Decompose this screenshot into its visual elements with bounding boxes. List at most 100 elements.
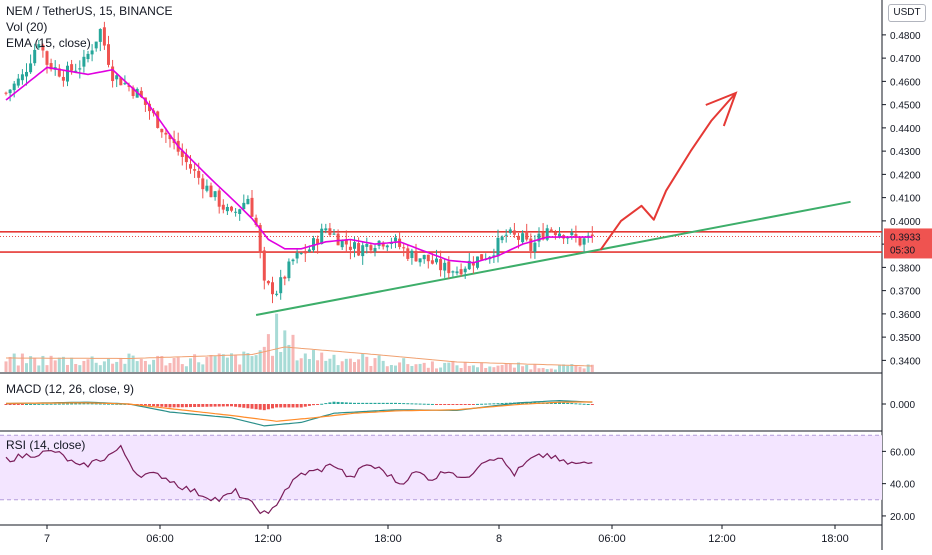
volume-bar (74, 364, 78, 372)
candle-body (426, 254, 430, 262)
candle-body (41, 44, 45, 51)
candle-body (324, 228, 328, 231)
volume-bar (471, 365, 475, 372)
macd-histogram-bar (291, 404, 295, 408)
volume-bar (537, 368, 541, 372)
volume-bar (205, 357, 209, 372)
macd-histogram-bar (90, 403, 94, 405)
macd-histogram-bar (455, 404, 459, 405)
candle-body (394, 237, 397, 242)
candle-body (283, 276, 287, 279)
macd-histogram-bar (553, 402, 557, 404)
macd-histogram-bar (476, 403, 479, 405)
candle-body (406, 248, 410, 259)
currency-button[interactable]: USDT (888, 4, 926, 22)
volume-legend[interactable]: Vol (20) (6, 20, 48, 34)
candle-body (373, 247, 377, 252)
volume-bar (361, 353, 365, 372)
macd-histogram-bar (398, 402, 402, 404)
volume-bar (381, 360, 385, 372)
candle-body (94, 41, 98, 49)
volume-bar (111, 363, 115, 372)
price-tick-label: 0.3700 (890, 287, 921, 298)
macd-histogram-bar (213, 404, 217, 407)
candle-body (29, 63, 33, 73)
macd-histogram-bar (225, 404, 229, 407)
macd-histogram-bar (389, 402, 393, 404)
volume-bar (254, 355, 258, 372)
volume-bar (512, 367, 516, 372)
volume-bar (201, 364, 205, 372)
macd-legend[interactable]: MACD (12, 26, close, 9) (6, 382, 135, 396)
macd-histogram-bar (381, 402, 385, 404)
candle-body (435, 258, 438, 263)
macd-histogram-bar (504, 402, 508, 404)
volume-bar (496, 365, 500, 372)
candle-body (98, 29, 102, 42)
macd-histogram-bar (152, 404, 156, 407)
candle-body (139, 90, 143, 98)
volume-bar (307, 358, 311, 372)
candle-body (209, 185, 213, 198)
macd-histogram-bar (586, 404, 590, 405)
time-label: 8 (496, 533, 502, 545)
price-tick-label: 0.4300 (890, 147, 921, 158)
volume-bar (242, 351, 246, 372)
candle-body (365, 243, 369, 247)
macd-histogram-bar (238, 404, 242, 408)
volume-bar (225, 357, 229, 372)
macd-histogram-bar (353, 402, 356, 404)
volume-bar (156, 355, 160, 372)
candle-body (307, 249, 311, 252)
candle-body (447, 261, 451, 274)
macd-histogram-bar (344, 402, 348, 404)
candle-body (332, 233, 336, 235)
macd-histogram-bar (57, 403, 61, 405)
rsi-legend[interactable]: RSI (14, close) (6, 438, 86, 452)
volume-bar (488, 366, 492, 372)
candle-body (471, 263, 475, 266)
macd-histogram-bar (82, 403, 86, 405)
macd-histogram-bar (156, 404, 160, 407)
ema-series (5, 66, 593, 264)
volume-bar (12, 353, 16, 372)
candle-body (230, 206, 233, 211)
macd-histogram-bar (414, 403, 418, 405)
candle-body (291, 259, 295, 262)
current-price-badge: 0.3933 05:30 (884, 228, 932, 259)
macd-histogram-bar (78, 403, 82, 405)
volume-bar (184, 366, 188, 372)
volume-bar (238, 364, 242, 372)
ema-legend[interactable]: EMA (15, close) (6, 36, 91, 50)
candle-body (279, 277, 283, 294)
macd-histogram-bar (578, 403, 582, 405)
candle-body (517, 235, 520, 240)
macd-histogram-bar (570, 403, 574, 405)
candle-body (242, 202, 246, 210)
volume-bar (139, 358, 143, 372)
candle-body (61, 76, 65, 81)
volume-bar (463, 361, 467, 372)
volume-bar (398, 362, 402, 372)
volume-bar (29, 356, 33, 372)
macd-histogram-bar (20, 404, 24, 405)
macd-histogram-bar (139, 404, 143, 406)
macd-histogram-bar (143, 404, 147, 406)
arrow-line (599, 92, 737, 251)
macd-histogram-bar (254, 404, 258, 410)
volume-bar (414, 364, 418, 372)
candle-body (123, 83, 127, 85)
macd-histogram-bar (102, 403, 106, 405)
rsi-line (5, 444, 593, 515)
volume-bar (221, 354, 225, 372)
volume-bar (570, 364, 574, 372)
candle-body (221, 204, 225, 210)
volume-bar (447, 362, 451, 372)
volume-bar (283, 330, 287, 372)
candle-body (558, 233, 561, 237)
candle-body (12, 83, 16, 91)
volume-bar (480, 362, 484, 372)
candle-body (25, 71, 28, 77)
